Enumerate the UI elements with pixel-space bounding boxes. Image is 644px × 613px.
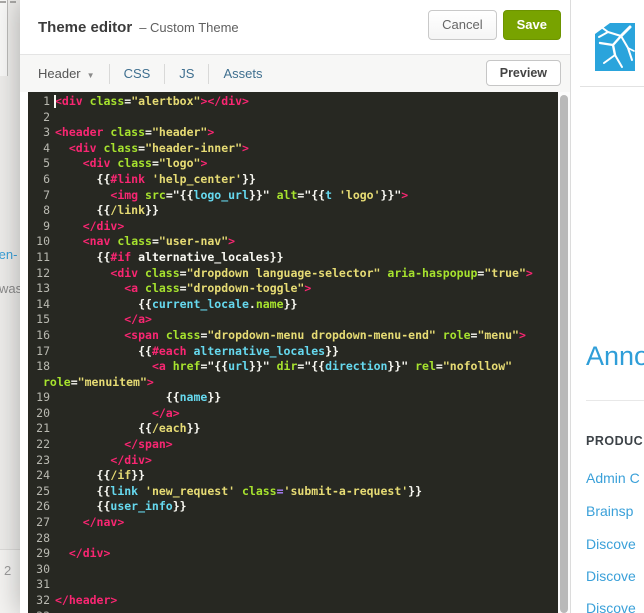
- code-line: 33: [28, 609, 558, 613]
- code-line: 14 {{current_locale.name}}: [36, 296, 298, 311]
- background-page-left-edge: /en- was 2: [0, 0, 26, 613]
- code-line: 19 {{name}}: [36, 390, 222, 405]
- code-line: 11 {{#if alternative_locales}}: [36, 249, 284, 264]
- tab-js[interactable]: JS: [179, 66, 195, 81]
- code-line: 17 {{#each alternative_locales}}: [36, 343, 339, 358]
- modal-title: Theme editor: [38, 18, 133, 36]
- text-caret: [54, 95, 56, 108]
- code-line: 28: [36, 530, 50, 545]
- tab-separator: [164, 63, 166, 84]
- background-help-center-page: Anno PRODUC Admin C Brainsp Discove Disc…: [570, 0, 644, 613]
- code-line: 9 </div>: [43, 218, 125, 233]
- background-text-fragment: was: [0, 281, 23, 296]
- modal-header: Theme editor – Custom Theme Cancel Save: [20, 0, 570, 55]
- code-line: 29 </div>: [36, 546, 111, 561]
- code-line: 10 <nav class="user-nav">: [36, 234, 236, 249]
- tab-separator: [208, 63, 210, 84]
- tab-header[interactable]: Header ▼: [38, 66, 95, 81]
- code-line: 30: [36, 561, 50, 576]
- code-line: 15 </a>: [36, 312, 152, 327]
- code-line: 5 <div class="logo">: [43, 156, 208, 171]
- code-line: 20 </a>: [36, 405, 180, 420]
- product-link[interactable]: Brainsp: [586, 503, 634, 519]
- background-panel-edge: [0, 0, 8, 76]
- background-link-fragment[interactable]: /en-: [0, 247, 18, 262]
- code-line: 25 {{link 'new_request' class='submit-a-…: [36, 483, 423, 498]
- brand-logo-icon[interactable]: [595, 23, 635, 71]
- code-line: 32 </header>: [36, 593, 118, 607]
- code-line: 24 {{/if}}: [36, 468, 146, 483]
- code-line: 1 <div class="alertbox"></div>: [43, 94, 249, 108]
- code-editor[interactable]: 1 <div class="alertbox"></div> 2 3 <header c…: [28, 92, 558, 613]
- code-line: 26 {{user_info}}: [36, 499, 187, 514]
- code-line: 27 </nav>: [36, 515, 125, 530]
- products-section-label: PRODUC: [586, 434, 644, 448]
- code-line: 16 <span class="dropdown-menu dropdown-m…: [36, 327, 526, 342]
- code-line: 6 {{#link 'help_center'}}: [43, 171, 256, 186]
- code-line: role="menuitem">: [43, 374, 154, 389]
- divider: [586, 400, 644, 401]
- code-line: 12 <div class="dropdown language-selecto…: [36, 265, 533, 280]
- code-line: 18 <a href="{{url}}" dir="{{direction}}"…: [36, 359, 513, 374]
- product-link[interactable]: Discove: [586, 568, 636, 584]
- editor-scrollbar[interactable]: [558, 92, 570, 613]
- code-line: 23 </div>: [36, 452, 152, 467]
- product-link[interactable]: Discove: [586, 536, 636, 552]
- tab-separator: [108, 63, 110, 84]
- chevron-down-icon: ▼: [86, 71, 95, 80]
- theme-editor-modal: Theme editor – Custom Theme Cancel Save …: [20, 0, 570, 613]
- code-line: 8 {{/link}}: [43, 203, 159, 218]
- background-footer-edge: 2: [0, 549, 20, 613]
- modal-subtitle: – Custom Theme: [139, 19, 239, 35]
- product-link[interactable]: Admin C: [586, 470, 640, 486]
- code-line: 4 <div class="header-inner">: [43, 140, 249, 155]
- code-line: 7 <img src="{{logo_url}}" alt="{{t 'logo…: [43, 187, 409, 202]
- code-line: 21 {{/each}}: [36, 421, 201, 436]
- code-line: 3 <header class="header">: [43, 125, 215, 140]
- page-number: 2: [4, 563, 12, 578]
- editor-tab-bar: Header ▼ CSS JS Assets Preview: [20, 55, 570, 92]
- code-line: 22 </span>: [36, 437, 173, 452]
- code-line: 2: [43, 109, 50, 124]
- save-button[interactable]: Save: [502, 10, 561, 40]
- tab-css[interactable]: CSS: [123, 66, 151, 81]
- code-line: 31: [36, 577, 50, 592]
- product-link[interactable]: Discove: [586, 600, 636, 613]
- dashed-edge: [0, 1, 26, 3]
- divider: [580, 86, 644, 87]
- announcements-heading: Anno: [586, 341, 644, 371]
- editor-scrollbar-thumb[interactable]: [560, 95, 568, 613]
- code-line: 13 <a class="dropdown-toggle">: [36, 281, 312, 296]
- cancel-button[interactable]: Cancel: [428, 10, 497, 40]
- tab-assets[interactable]: Assets: [223, 66, 263, 81]
- preview-button[interactable]: Preview: [485, 60, 561, 86]
